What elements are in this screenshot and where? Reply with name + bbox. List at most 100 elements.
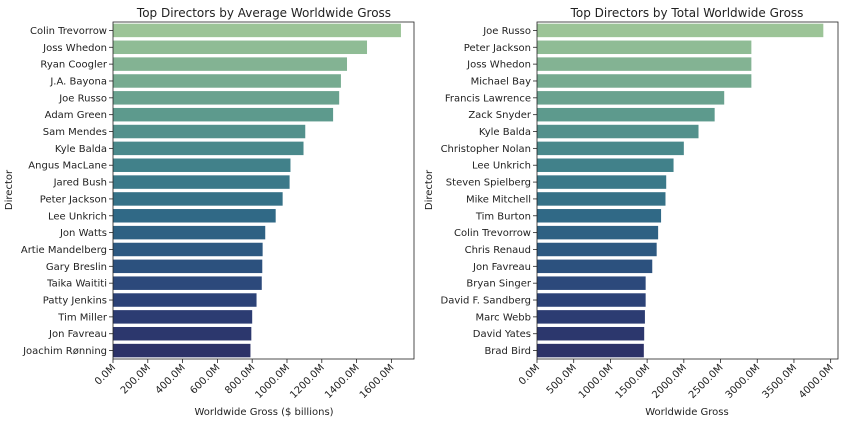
category-label: Lee Unkrich bbox=[48, 211, 107, 222]
bar bbox=[113, 293, 257, 307]
bar bbox=[113, 343, 251, 358]
bar bbox=[537, 91, 725, 105]
category-label: Peter Jackson bbox=[464, 43, 531, 54]
bar bbox=[537, 293, 646, 307]
bar bbox=[113, 192, 283, 206]
bar bbox=[537, 259, 653, 274]
x-tick-label: 400.0M bbox=[154, 362, 188, 396]
x-tick-label: 3500.0M bbox=[760, 362, 799, 401]
x-tick-label: 500.0M bbox=[545, 362, 579, 396]
bar bbox=[113, 107, 334, 122]
x-tick-label: 800.0M bbox=[223, 362, 257, 396]
category-label: Colin Trevorrow bbox=[454, 228, 531, 239]
bar bbox=[113, 259, 263, 274]
category-label: Ryan Coogler bbox=[40, 60, 107, 71]
category-label: Tim Miller bbox=[57, 312, 108, 323]
bar bbox=[537, 175, 667, 189]
category-label: David F. Sandberg bbox=[441, 296, 532, 307]
bar bbox=[113, 57, 348, 71]
x-tick-label: 0.0M bbox=[93, 362, 118, 387]
category-label: Joachim Rønning bbox=[22, 346, 107, 357]
bar bbox=[113, 158, 291, 172]
bar bbox=[113, 141, 304, 156]
bar bbox=[537, 107, 715, 122]
x-tick-label: 1400.0M bbox=[323, 362, 362, 401]
category-label: Artie Mandelberg bbox=[21, 245, 107, 256]
category-label: Sam Mendes bbox=[43, 127, 107, 138]
category-label: Jon Favreau bbox=[472, 262, 531, 273]
bar bbox=[537, 158, 674, 172]
x-tick-label: 4000.0M bbox=[797, 362, 836, 401]
category-label: Kyle Balda bbox=[479, 127, 531, 138]
category-label: Bryan Singer bbox=[466, 279, 531, 290]
category-label: Zack Snyder bbox=[468, 110, 532, 121]
bar bbox=[537, 57, 752, 71]
category-label: Joss Whedon bbox=[466, 60, 531, 71]
x-axis-label: Worldwide Gross bbox=[645, 407, 728, 418]
category-label: Lee Unkrich bbox=[472, 161, 531, 172]
category-label: Brad Bird bbox=[484, 346, 531, 357]
bar bbox=[537, 343, 644, 358]
bar bbox=[113, 326, 252, 341]
bar bbox=[113, 276, 262, 290]
category-label: Joe Russo bbox=[58, 93, 107, 104]
x-tick-label: 3000.0M bbox=[724, 362, 763, 401]
bar bbox=[113, 91, 340, 105]
bar bbox=[537, 242, 657, 257]
category-label: Steven Spielberg bbox=[446, 178, 531, 189]
category-label: Adam Green bbox=[45, 110, 107, 121]
category-label: David Yates bbox=[473, 329, 531, 340]
chart-title: Top Directors by Average Worldwide Gross bbox=[136, 6, 391, 20]
category-label: Jon Favreau bbox=[48, 329, 107, 340]
x-tick-label: 1500.0M bbox=[614, 362, 653, 401]
category-label: J.A. Bayona bbox=[49, 76, 107, 87]
chart-title: Top Directors by Total Worldwide Gross bbox=[570, 6, 804, 20]
bar bbox=[113, 175, 290, 189]
category-label: Jared Bush bbox=[53, 178, 107, 189]
bar bbox=[113, 225, 266, 240]
bar bbox=[537, 225, 659, 240]
bar bbox=[537, 23, 824, 38]
category-label: Patty Jenkins bbox=[43, 296, 107, 307]
category-label: Kyle Balda bbox=[55, 144, 107, 155]
y-axis-label: Director bbox=[4, 169, 15, 210]
category-label: Angus MacLane bbox=[28, 161, 107, 172]
x-tick-label: 1000.0M bbox=[577, 362, 616, 401]
bar bbox=[537, 192, 666, 206]
bar bbox=[113, 74, 341, 88]
category-label: Chris Renaud bbox=[465, 245, 531, 256]
category-label: Michael Bay bbox=[471, 76, 531, 87]
x-tick-label: 1600.0M bbox=[358, 362, 397, 401]
category-label: Marc Webb bbox=[476, 312, 531, 323]
category-label: Colin Trevorrow bbox=[30, 26, 107, 37]
bar bbox=[537, 276, 646, 290]
category-label: Christopher Nolan bbox=[441, 144, 531, 155]
bar bbox=[113, 40, 368, 55]
bar bbox=[113, 124, 306, 139]
category-label: Mike Mitchell bbox=[466, 194, 531, 205]
plot-frame bbox=[112, 21, 415, 360]
bar bbox=[537, 326, 645, 341]
x-tick-label: 2500.0M bbox=[687, 362, 726, 401]
x-tick-label: 1000.0M bbox=[253, 362, 292, 401]
x-axis-label: Worldwide Gross ($ billions) bbox=[194, 407, 333, 418]
category-label: Tim Burton bbox=[475, 211, 531, 222]
category-label: Gary Breslin bbox=[46, 262, 107, 273]
category-label: Peter Jackson bbox=[40, 194, 107, 205]
category-label: Francis Lawrence bbox=[445, 93, 531, 104]
x-tick-label: 2000.0M bbox=[650, 362, 689, 401]
bar bbox=[113, 310, 253, 324]
bar bbox=[113, 23, 401, 38]
x-tick-label: 1200.0M bbox=[288, 362, 327, 401]
bar bbox=[537, 141, 684, 156]
bar bbox=[537, 40, 752, 55]
x-tick-label: 0.0M bbox=[517, 362, 542, 387]
y-axis-label: Director bbox=[424, 169, 435, 210]
category-label: Joss Whedon bbox=[42, 43, 107, 54]
category-label: Jon Watts bbox=[59, 228, 107, 239]
bar bbox=[113, 209, 276, 223]
bar bbox=[537, 124, 699, 139]
x-tick-label: 200.0M bbox=[119, 362, 153, 396]
